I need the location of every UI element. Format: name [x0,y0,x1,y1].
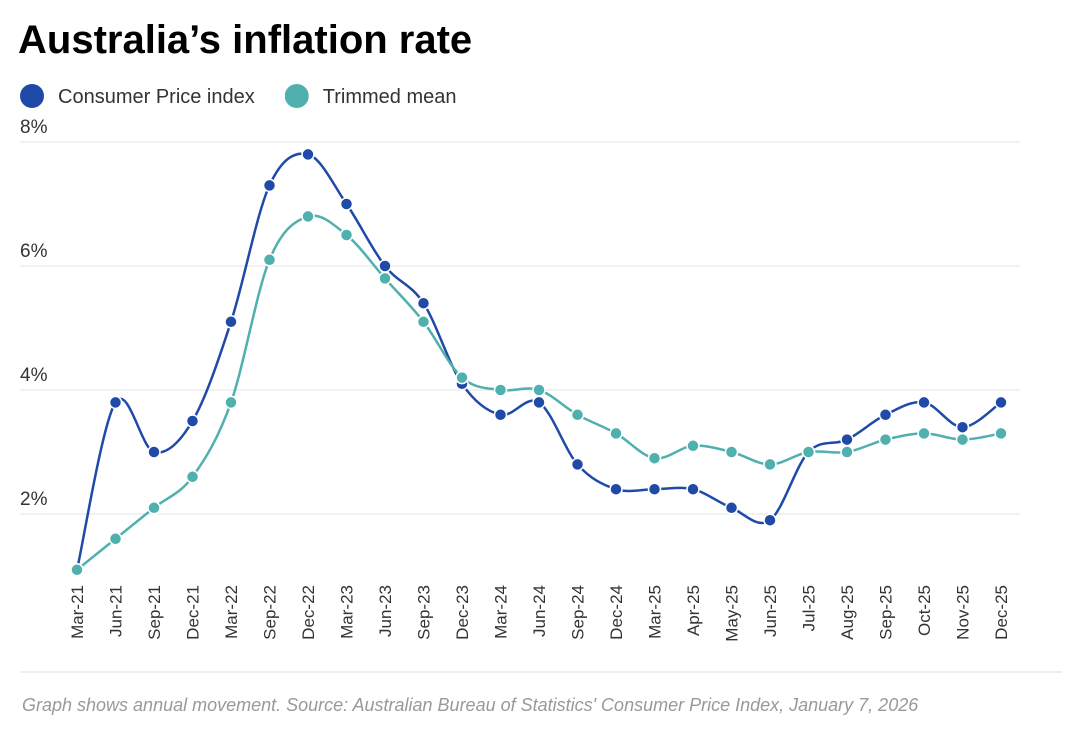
x-tick-label: Sep-21 [145,585,164,640]
x-tick-label: Apr-25 [684,585,703,636]
data-point [917,395,931,410]
data-point [185,470,200,484]
data-point [724,445,739,459]
data-point [801,445,816,459]
x-tick-label: Jun-23 [376,585,395,637]
x-tick-label: Oct-25 [915,585,934,636]
x-tick-label: Jul-25 [800,585,819,631]
x-tick-label: Sep-23 [415,585,434,640]
x-tick-label: Dec-24 [607,585,626,640]
data-point [108,395,123,410]
y-tick-label: 4% [20,365,48,386]
chart-title: Australia’s inflation rate [18,18,472,62]
legend-label: Consumer Price index [58,86,255,108]
data-point [378,259,392,273]
data-point [878,432,893,447]
data-point [609,426,623,441]
x-tick-label: Sep-25 [877,585,896,640]
data-point [840,445,854,459]
data-point [70,563,84,577]
data-point [147,445,161,459]
data-point [224,315,238,329]
x-tick-label: Dec-21 [184,585,203,640]
legend-marker [20,84,44,108]
x-tick-label: Dec-25 [992,585,1011,640]
data-point [185,414,200,428]
x-tick-label: Sep-24 [569,585,588,640]
x-tick-label: Mar-23 [338,585,357,639]
data-point [416,315,431,329]
x-tick-label: Jun-25 [761,585,780,637]
legend-label: Trimmed mean [323,86,457,108]
x-tick-label: Dec-23 [453,585,472,640]
data-point [570,457,585,472]
data-point [609,482,623,496]
x-tick-label: Mar-22 [222,585,241,639]
data-point [686,439,700,453]
data-point [339,228,354,242]
data-point [955,432,970,447]
data-point [301,147,315,162]
x-tick-label: May-25 [723,585,742,642]
data-point [455,370,469,385]
x-tick-label: Mar-24 [492,585,511,639]
x-tick-label: Jun-24 [530,585,549,637]
data-point [532,383,546,397]
y-tick-label: 2% [20,489,48,510]
data-point [416,296,431,310]
data-point [840,432,854,447]
data-point [339,197,354,211]
data-point [763,457,777,472]
data-point [301,209,315,224]
x-tick-label: Sep-22 [261,585,280,640]
data-point [378,271,392,286]
series-line [75,152,1002,571]
data-point [108,532,123,546]
legend-marker [284,84,309,108]
data-point [147,501,161,515]
data-point [955,420,970,434]
data-point [647,451,662,465]
y-tick-label: 8% [20,117,48,138]
x-tick-label: Aug-25 [838,585,857,640]
data-point [994,395,1008,410]
data-point [917,426,931,441]
y-tick-label: 6% [20,241,48,262]
data-point [262,178,277,193]
data-point [262,253,277,267]
data-point [532,395,546,410]
x-tick-label: Mar-25 [646,585,665,639]
data-point [994,426,1008,441]
data-point [493,408,508,422]
data-point [763,513,777,527]
x-tick-label: Jun-21 [107,585,126,637]
data-point [686,482,700,496]
x-tick-label: Nov-25 [954,585,973,640]
x-tick-label: Dec-22 [299,585,318,640]
data-point [570,408,585,422]
source-note: Graph shows annual movement. Source: Aus… [22,695,919,715]
data-point [493,383,508,397]
data-point [724,501,739,515]
data-point [878,408,893,422]
data-point [224,395,238,410]
x-tick-label: Mar-21 [68,585,87,639]
data-point [647,482,662,496]
